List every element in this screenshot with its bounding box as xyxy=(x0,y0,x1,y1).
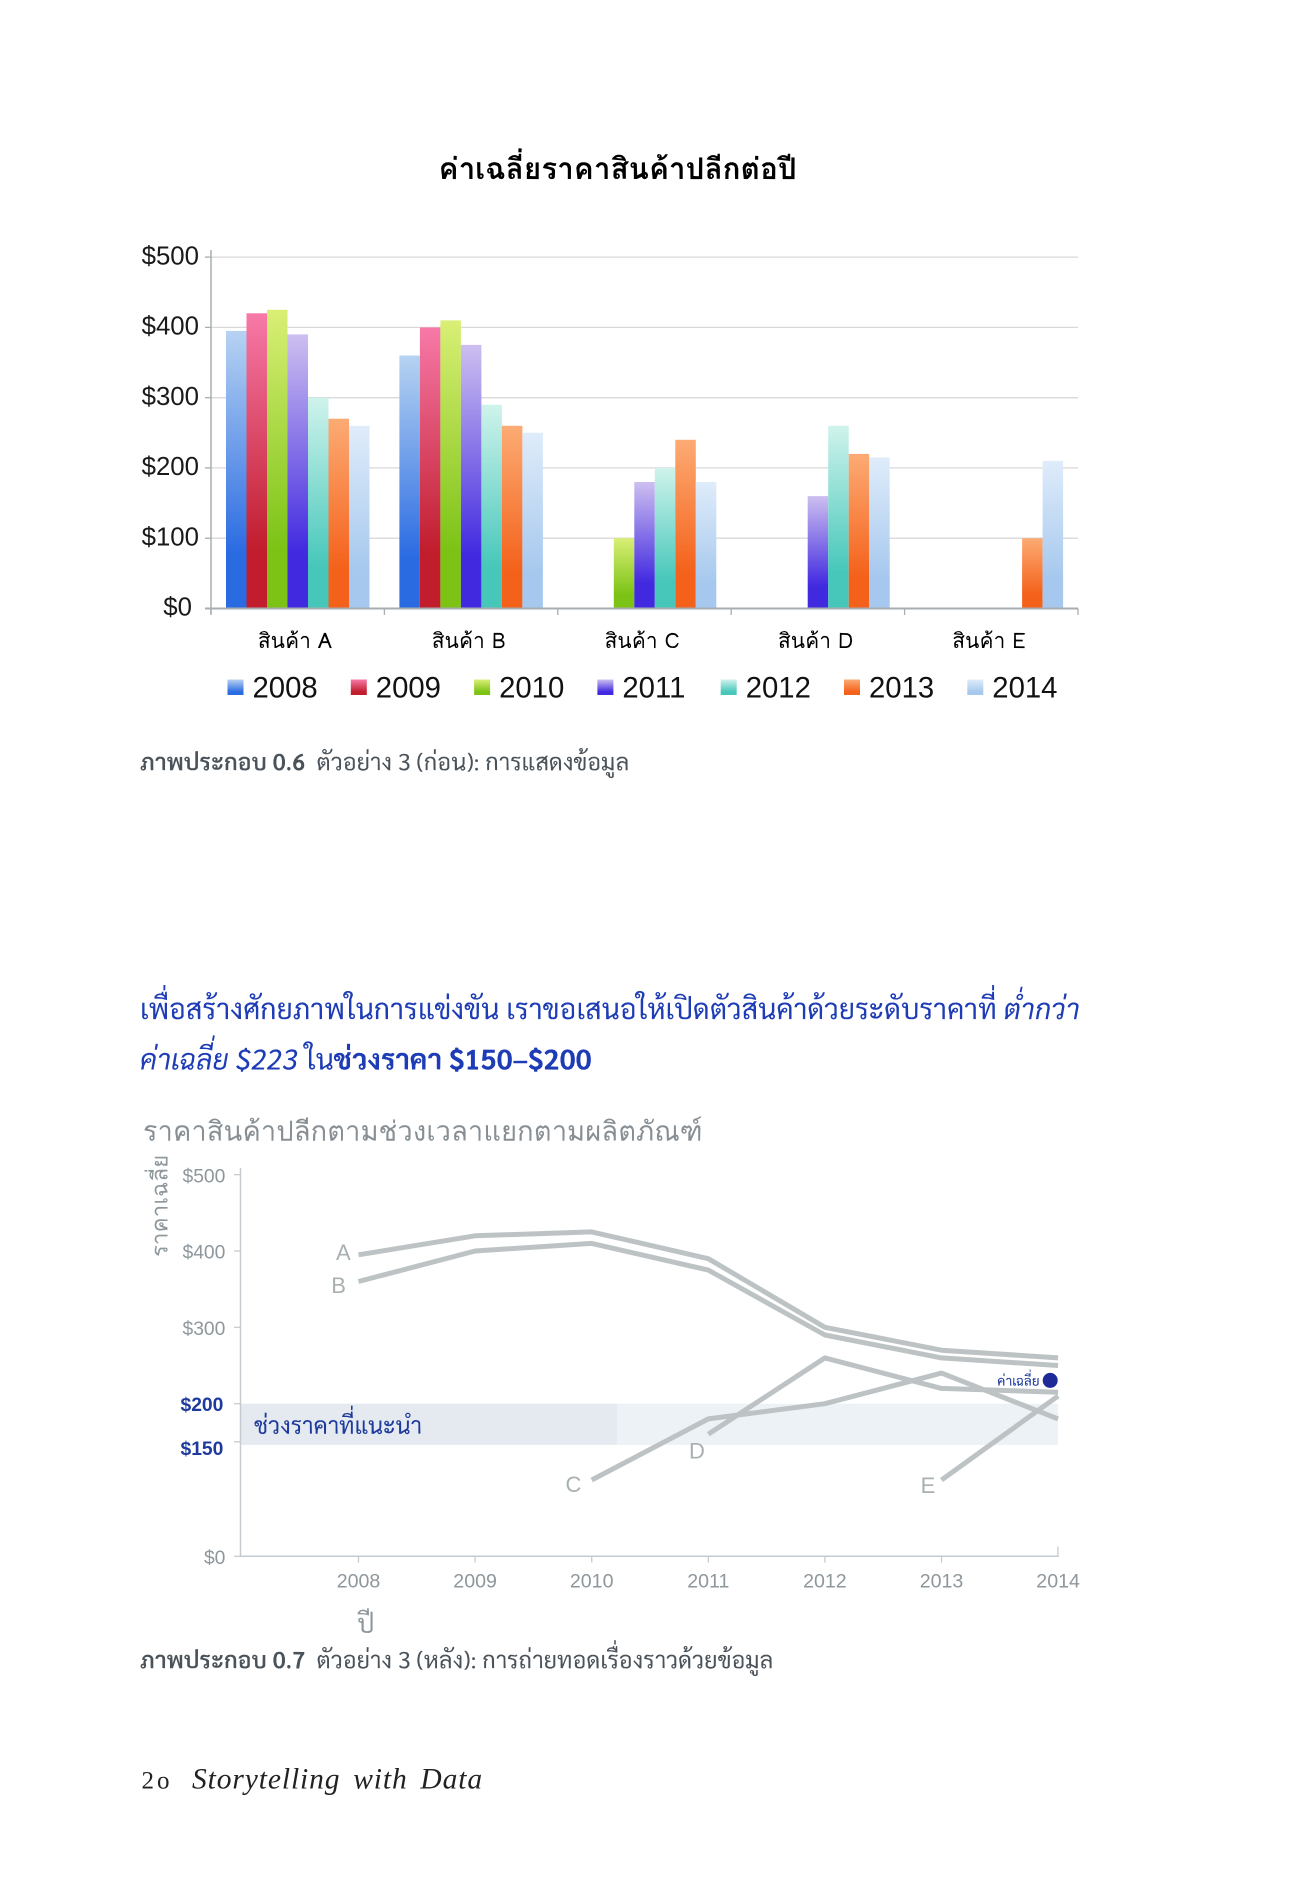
svg-text:2011: 2011 xyxy=(687,1570,729,1592)
svg-text:2014: 2014 xyxy=(1036,1570,1080,1592)
svg-text:$0: $0 xyxy=(163,594,192,622)
svg-text:2011: 2011 xyxy=(622,671,685,704)
svg-text:$0: $0 xyxy=(204,1548,225,1569)
svg-text:B: B xyxy=(331,1273,346,1298)
svg-text:2o: 2o xyxy=(142,1768,173,1795)
svg-text:D: D xyxy=(689,1439,705,1464)
svg-text:$100: $100 xyxy=(142,523,199,551)
svg-text:2010: 2010 xyxy=(499,671,564,704)
svg-text:2008: 2008 xyxy=(337,1570,381,1592)
svg-text:2012: 2012 xyxy=(803,1570,847,1592)
svg-text:$200: $200 xyxy=(180,1395,223,1416)
svg-text:E: E xyxy=(921,1473,936,1498)
svg-text:$150: $150 xyxy=(180,1439,223,1460)
svg-text:2013: 2013 xyxy=(920,1570,964,1592)
svg-text:2014: 2014 xyxy=(992,671,1057,704)
svg-text:2012: 2012 xyxy=(746,671,811,704)
svg-text:2009: 2009 xyxy=(376,671,441,704)
svg-text:2009: 2009 xyxy=(453,1570,497,1592)
svg-text:$500: $500 xyxy=(142,242,199,270)
svg-text:2008: 2008 xyxy=(253,671,318,704)
svg-text:$200: $200 xyxy=(142,453,199,481)
svg-text:A: A xyxy=(336,1240,351,1265)
svg-text:2010: 2010 xyxy=(570,1570,614,1592)
svg-text:C: C xyxy=(566,1472,582,1497)
svg-text:$300: $300 xyxy=(182,1319,225,1340)
svg-text:2013: 2013 xyxy=(869,671,934,704)
svg-text:$500: $500 xyxy=(182,1166,225,1187)
svg-text:$400: $400 xyxy=(142,313,199,341)
svg-text:$400: $400 xyxy=(182,1243,225,1264)
svg-text:$300: $300 xyxy=(142,383,199,411)
svg-text:Storytelling with Data: Storytelling with Data xyxy=(192,1764,483,1796)
